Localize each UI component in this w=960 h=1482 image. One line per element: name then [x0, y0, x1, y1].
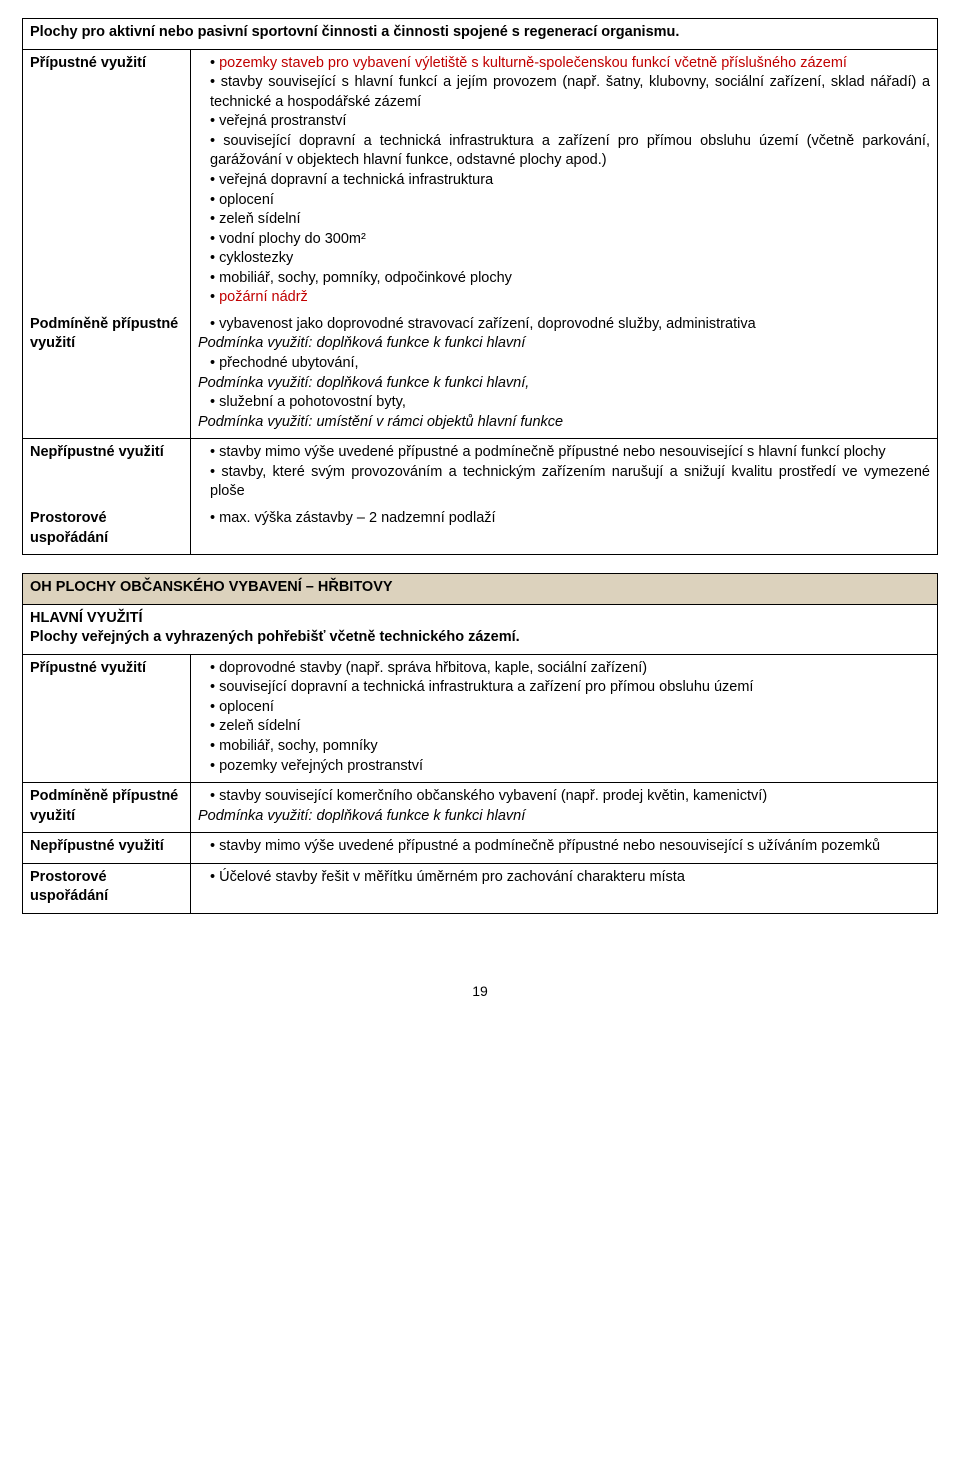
t1-r3-content: stavby mimo výše uvedené přípustné a pod…	[191, 439, 938, 508]
section2-head: OH PLOCHY OBČANSKÉHO VYBAVENÍ – HŘBITOVY	[23, 574, 938, 605]
table-oh-hrbitovy: OH PLOCHY OBČANSKÉHO VYBAVENÍ – HŘBITOVY…	[22, 573, 938, 914]
t1-r2-label: Podmíněně přípustné využití	[23, 314, 191, 439]
t1-r1-l10: mobiliář, sochy, pomníky, odpočinkové pl…	[210, 269, 930, 289]
t1-r2-l3: služební a pohotovostní byty,	[210, 393, 930, 413]
s2-r1-l5: mobiliář, sochy, pomníky	[210, 737, 930, 757]
t1-r1-l2: stavby související s hlavní funkcí a jej…	[210, 73, 930, 112]
section2-sub: HLAVNÍ VYUŽITÍ Plochy veřejných a vyhraz…	[23, 604, 938, 654]
s2-r1-l1: doprovodné stavby (např. správa hřbitova…	[210, 659, 930, 679]
s2-r1-label: Přípustné využití	[23, 654, 191, 782]
t1-r4-content: max. výška zástavby – 2 nadzemní podlaží	[191, 508, 938, 555]
s2-r2-label: Podmíněně přípustné využití	[23, 783, 191, 833]
t1-r1-l6: oplocení	[210, 191, 930, 211]
t1-r1-l1: pozemky staveb pro vybavení výletiště s …	[210, 54, 930, 74]
table-sport-regeneration: Plochy pro aktivní nebo pasivní sportovn…	[22, 18, 938, 555]
t1-r4-l1: max. výška zástavby – 2 nadzemní podlaží	[210, 509, 930, 529]
t1-r1-l8: vodní plochy do 300m²	[210, 230, 930, 250]
t1-r2-l1: vybavenost jako doprovodné stravovací za…	[210, 315, 930, 335]
page-number: 19	[22, 932, 938, 1001]
s2-r2-content: stavby související komerčního občanského…	[191, 783, 938, 833]
s2-r2-c1: Podmínka využití: doplňková funkce k fun…	[198, 807, 930, 827]
s2-r1-l3: oplocení	[210, 698, 930, 718]
s2-r3-label: Nepřípustné využití	[23, 833, 191, 864]
t1-r1-l4: související dopravní a technická infrast…	[210, 132, 930, 171]
s2-r1-l6: pozemky veřejných prostranství	[210, 757, 930, 777]
t1-r1-label: Přípustné využití	[23, 49, 191, 314]
s2-r1-l4: zeleň sídelní	[210, 717, 930, 737]
t1-r2-c1: Podmínka využití: doplňková funkce k fun…	[198, 334, 930, 354]
t1-r3-l1: stavby mimo výše uvedené přípustné a pod…	[210, 443, 930, 463]
t1-r3-label: Nepřípustné využití	[23, 439, 191, 508]
t1-r4-label: Prostorové uspořádání	[23, 508, 191, 555]
s2-r1-content: doprovodné stavby (např. správa hřbitova…	[191, 654, 938, 782]
s2-r3-l1: stavby mimo výše uvedené přípustné a pod…	[210, 837, 930, 857]
t1-r3-l2: stavby, které svým provozováním a techni…	[210, 463, 930, 502]
t1-r1-l9: cyklostezky	[210, 249, 930, 269]
t1-r2-c2: Podmínka využití: doplňková funkce k fun…	[198, 374, 930, 394]
t1-r2-l2: přechodné ubytování,	[210, 354, 930, 374]
t1-r2-c3: Podmínka využití: umístění v rámci objek…	[198, 413, 930, 433]
s2-r2-l1: stavby související komerčního občanského…	[210, 787, 930, 807]
t1-r1-l5: veřejná dopravní a technická infrastrukt…	[210, 171, 930, 191]
s2-r4-l1: Účelové stavby řešit v měřítku úměrném p…	[210, 868, 930, 888]
s2-r4-label: Prostorové uspořádání	[23, 863, 191, 913]
t1-r1-l7: zeleň sídelní	[210, 210, 930, 230]
s2-r4-content: Účelové stavby řešit v měřítku úměrném p…	[191, 863, 938, 913]
t1-r1-l3: veřejná prostranství	[210, 112, 930, 132]
t1-r2-content: vybavenost jako doprovodné stravovací za…	[191, 314, 938, 439]
table1-header: Plochy pro aktivní nebo pasivní sportovn…	[23, 19, 938, 50]
t1-r1-l11: požární nádrž	[210, 288, 930, 308]
t1-r1-content: pozemky staveb pro vybavení výletiště s …	[191, 49, 938, 314]
s2-r3-content: stavby mimo výše uvedené přípustné a pod…	[191, 833, 938, 864]
s2-r1-l2: související dopravní a technická infrast…	[210, 678, 930, 698]
